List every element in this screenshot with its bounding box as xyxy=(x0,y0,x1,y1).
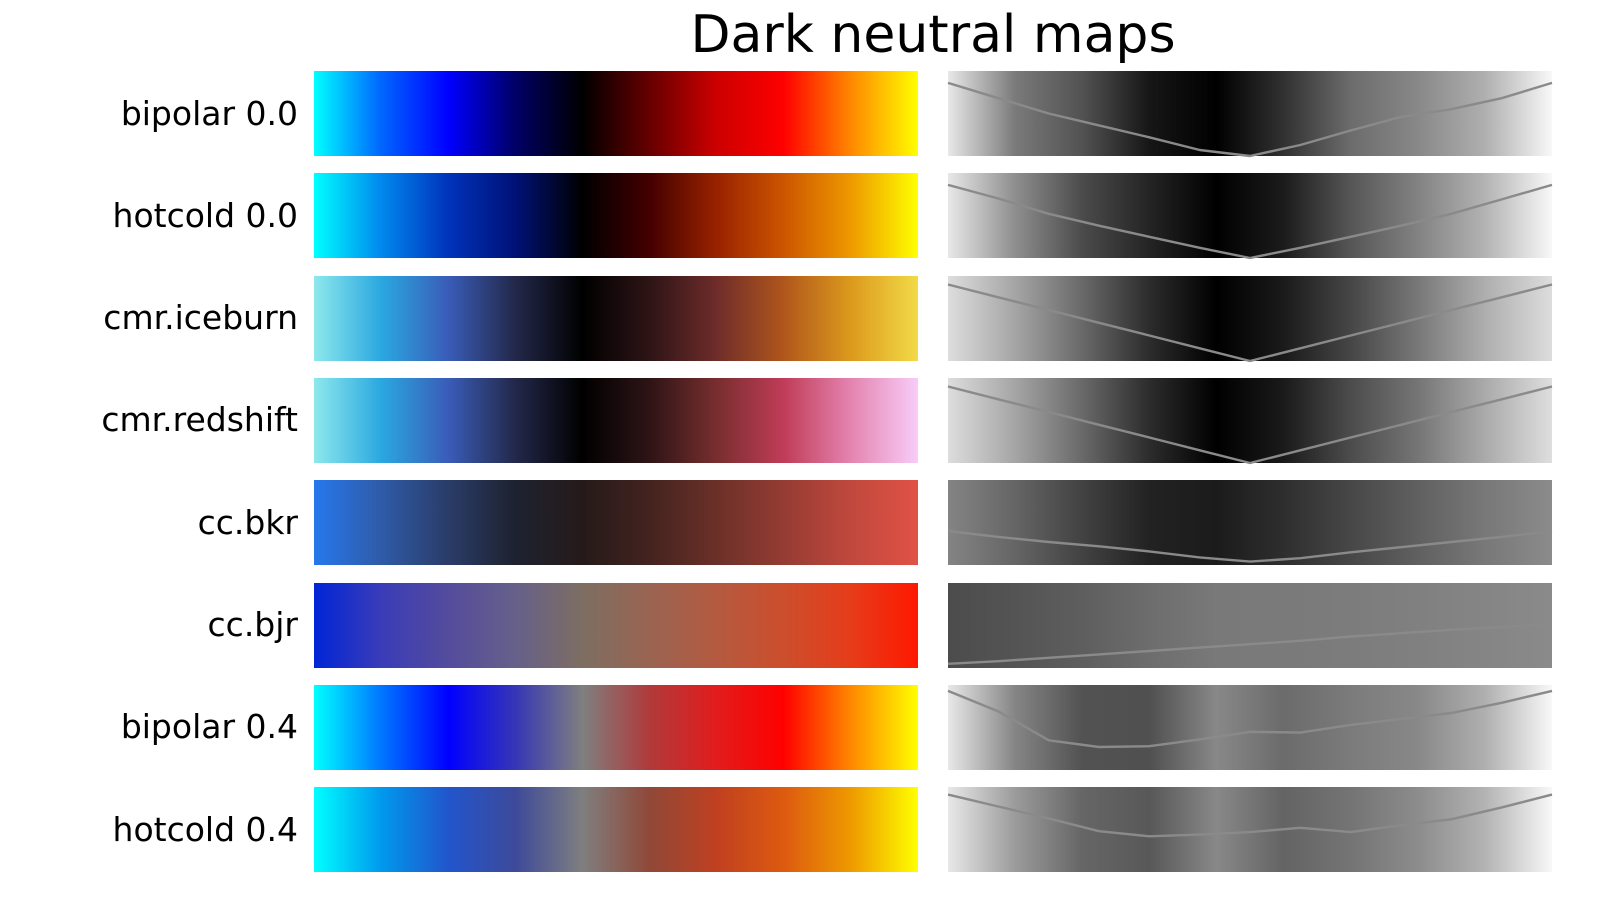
colormap-label: bipolar 0.4 xyxy=(120,707,298,747)
colormap-strip xyxy=(314,71,918,156)
colormap-label: hotcold 0.0 xyxy=(112,195,298,235)
lightness-curve xyxy=(947,689,1553,748)
colormap-label: cc.bjr xyxy=(207,605,298,644)
colormap-strip xyxy=(314,275,918,361)
lightness-gradient xyxy=(948,787,1552,873)
lightness-curve xyxy=(947,793,1553,838)
lightness-curve xyxy=(947,81,1553,158)
colormap-strip xyxy=(314,684,918,770)
lightness-gradient xyxy=(948,71,1552,156)
lightness-strip xyxy=(947,684,1553,770)
lightness-strip xyxy=(947,787,1553,873)
lightness-gradient xyxy=(948,684,1552,770)
lightness-gradient xyxy=(948,582,1552,668)
lightness-curve xyxy=(947,385,1553,465)
lightness-curve xyxy=(947,184,1553,260)
lightness-strip xyxy=(947,71,1553,158)
chart-title: Dark neutral maps xyxy=(690,5,1176,65)
colormap-strip xyxy=(314,173,918,259)
lightness-curve xyxy=(947,282,1553,362)
colormap-strip xyxy=(314,787,918,873)
lightness-curve xyxy=(947,529,1553,563)
colormap-label: hotcold 0.4 xyxy=(112,809,298,849)
lightness-curve xyxy=(947,622,1553,665)
lightness-strip xyxy=(947,173,1553,260)
lightness-strip xyxy=(947,377,1553,465)
lightness-gradient xyxy=(948,173,1552,259)
lightness-gradient xyxy=(948,480,1552,566)
colormap-label: cmr.redshift xyxy=(101,400,298,440)
lightness-gradient xyxy=(948,377,1552,463)
lightness-gradient xyxy=(948,275,1552,361)
colormap-strip xyxy=(314,377,918,463)
lightness-strip xyxy=(947,582,1553,668)
colormap-label: cc.bkr xyxy=(197,502,298,542)
colormap-strip xyxy=(314,582,918,668)
colormap-label: cmr.iceburn xyxy=(103,298,298,338)
colormap-label: bipolar 0.0 xyxy=(120,93,298,133)
lightness-strip xyxy=(947,480,1553,566)
colormap-strip xyxy=(314,480,918,566)
lightness-strip xyxy=(947,275,1553,362)
